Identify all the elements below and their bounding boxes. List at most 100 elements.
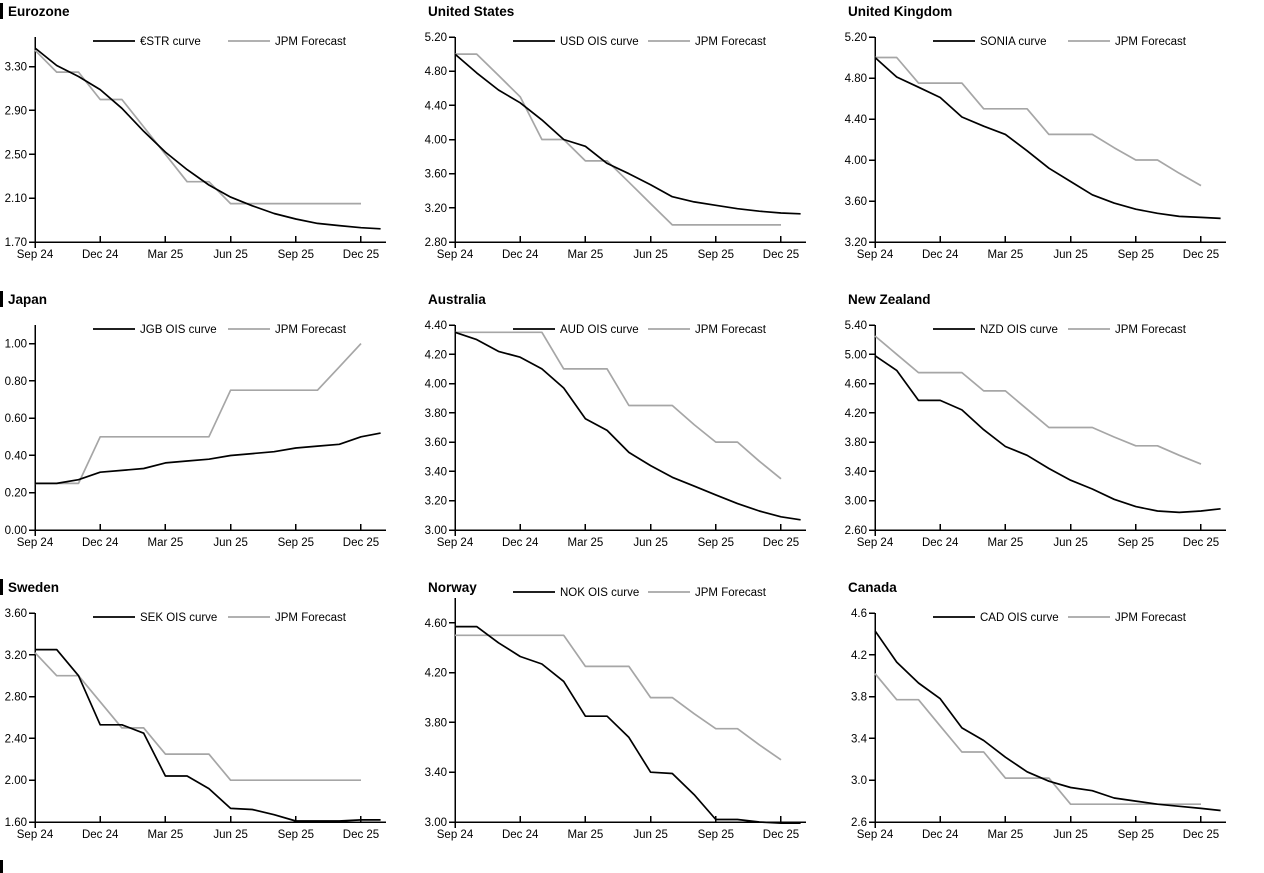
- series-line-sonia-curve-united-kingdom: [874, 56, 1221, 220]
- chart-title-text: Canada: [848, 579, 897, 595]
- chart-title-text: Japan: [8, 291, 48, 307]
- y-tick-label: 3.60: [5, 608, 27, 620]
- legend-label-nzd-ois-curve: NZD OIS curve: [980, 324, 1058, 336]
- y-tick-label: 4.20: [845, 408, 867, 420]
- y-tick-label: 3.20: [5, 650, 27, 662]
- chart-title-canada: Canada: [840, 577, 897, 597]
- x-tick-label: Dec 24: [502, 249, 539, 261]
- chart-sweden: 3.60 3.20 2.80 2.40 2.00 1.60 Sep 24 Dec 24 Mar …: [0, 576, 420, 873]
- y-tick-label: 2.60: [845, 525, 867, 537]
- x-tick-label: Sep 25: [698, 249, 734, 261]
- y-tick-label: 4.2: [851, 650, 867, 662]
- y-tick-label: 4.6: [851, 608, 867, 620]
- y-tick-label: 3.30: [5, 62, 27, 74]
- series-line-jpm-forecast-new-zealand: [874, 335, 1202, 465]
- axes: [29, 612, 386, 828]
- series-line-jgb-ois-curve-japan: [35, 432, 381, 485]
- legend-label-jpm-forecast: JPM Forecast: [275, 612, 347, 624]
- y-tick-label: 5.20: [845, 32, 867, 44]
- y-tick-label: 3.8: [851, 692, 867, 704]
- y-tick-label: 3.60: [845, 196, 867, 208]
- axes: [869, 324, 1226, 536]
- y-tick-label: 4.80: [425, 66, 447, 78]
- x-tick-label: Sep 25: [278, 249, 314, 261]
- x-tick-label: Mar 25: [988, 249, 1024, 261]
- chart-title-text: New Zealand: [848, 291, 931, 307]
- x-tick-label: Dec 25: [343, 829, 379, 841]
- x-tick-label: Sep 24: [17, 537, 54, 549]
- y-tick-label: 4.40: [425, 320, 447, 332]
- x-tick-label: Dec 24: [922, 249, 959, 261]
- x-tick-label: Dec 25: [763, 537, 799, 549]
- chart-title-united-kingdom: United Kingdom: [840, 1, 952, 21]
- y-tick-label: 3.20: [845, 237, 867, 249]
- chart-title-text: Eurozone: [8, 3, 70, 19]
- x-tick-label: Sep 24: [857, 829, 894, 841]
- legend-label-aud-ois-curve: AUD OIS curve: [560, 324, 639, 336]
- series-line-jpm-forecast-sweden: [34, 652, 361, 782]
- axes: [29, 325, 386, 536]
- chart-title-eurozone: Eurozone: [0, 1, 70, 21]
- y-tick-label: 2.40: [5, 733, 27, 745]
- y-tick-label: 4.00: [425, 135, 447, 147]
- y-tick-label: 3.60: [425, 437, 447, 449]
- axes: [449, 598, 806, 828]
- chart-title-text: United Kingdom: [848, 3, 953, 19]
- chart-title-japan: Japan: [0, 289, 47, 309]
- x-tick-label: Dec 24: [922, 829, 959, 841]
- y-tick-label: 4.60: [845, 379, 867, 391]
- x-tick-label: Jun 25: [633, 829, 668, 841]
- section-marker: [0, 291, 3, 307]
- axes: [869, 612, 1226, 828]
- x-tick-label: Sep 25: [278, 829, 314, 841]
- chart-title-text: Australia: [428, 291, 486, 307]
- y-tick-label: 3.00: [425, 525, 447, 537]
- y-tick-label: 5.40: [845, 320, 867, 332]
- x-tick-label: Jun 25: [633, 537, 668, 549]
- x-tick-label: Sep 25: [1118, 829, 1154, 841]
- series-line-jpm-forecast-united-kingdom: [875, 56, 1202, 187]
- y-tick-label: 5.00: [845, 349, 867, 361]
- series-line-cad-ois-curve-canada: [874, 630, 1221, 812]
- x-tick-label: Sep 24: [17, 829, 54, 841]
- x-tick-label: Dec 25: [1183, 249, 1219, 261]
- y-tick-label: 1.60: [5, 817, 27, 829]
- chart-australia: 4.40 4.20 4.00 3.80 3.60 3.40 3.20 3.00 Sep 24 De…: [420, 288, 840, 576]
- y-tick-label: 2.50: [5, 149, 27, 161]
- y-tick-label: 3.60: [425, 169, 447, 181]
- x-tick-label: Sep 24: [857, 249, 894, 261]
- y-tick-label: 5.20: [425, 32, 447, 44]
- axes: [449, 36, 806, 248]
- series-line-aud-ois-curve-australia: [454, 331, 801, 521]
- x-tick-label: Mar 25: [148, 537, 184, 549]
- x-tick-label: Dec 24: [82, 537, 119, 549]
- series-line-usd-ois-curve-united-states: [454, 53, 801, 215]
- x-tick-label: Sep 24: [857, 537, 894, 549]
- x-tick-label: Mar 25: [568, 249, 604, 261]
- y-tick-label: 3.20: [425, 496, 447, 508]
- series-line-jpm-forecast-canada: [874, 673, 1201, 806]
- y-tick-label: 3.80: [425, 717, 447, 729]
- chart-canada: 4.6 4.2 3.8 3.4 3.0 2.6 Sep 24 Dec 24 Mar 25 Jun …: [840, 576, 1264, 873]
- y-tick-label: 0.40: [5, 450, 27, 462]
- y-tick-label: 2.80: [425, 237, 447, 249]
- y-tick-label: 4.80: [845, 73, 867, 85]
- legend-label-jpm-forecast: JPM Forecast: [1115, 36, 1187, 48]
- section-marker: [0, 3, 3, 19]
- y-tick-label: 3.20: [425, 203, 447, 215]
- x-tick-label: Dec 25: [763, 249, 799, 261]
- y-tick-label: 0.20: [5, 488, 27, 500]
- legend-label-nok-ois-curve: NOK OIS curve: [560, 587, 639, 599]
- y-tick-label: 3.00: [425, 817, 447, 829]
- chart-japan: 1.00 0.80 0.60 0.40 0.20 0.00 Sep 24 Dec 24 Mar …: [0, 288, 420, 576]
- y-tick-label: 2.6: [851, 817, 867, 829]
- legend-label-jpm-forecast: JPM Forecast: [695, 36, 767, 48]
- x-tick-label: Dec 24: [502, 829, 539, 841]
- chart-eurozone: 3.30 2.90 2.50 2.10 1.70 Sep 24 Dec 24 Mar 25 Ju…: [0, 0, 420, 288]
